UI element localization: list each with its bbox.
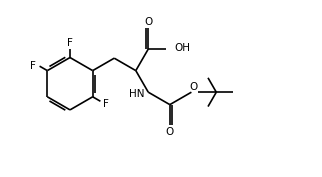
Text: F: F bbox=[103, 99, 109, 109]
Text: F: F bbox=[30, 61, 35, 71]
Text: O: O bbox=[166, 127, 174, 137]
Text: HN: HN bbox=[129, 89, 145, 99]
Text: OH: OH bbox=[175, 43, 190, 53]
Text: F: F bbox=[67, 38, 73, 48]
Text: O: O bbox=[144, 17, 152, 27]
Text: O: O bbox=[190, 82, 198, 92]
